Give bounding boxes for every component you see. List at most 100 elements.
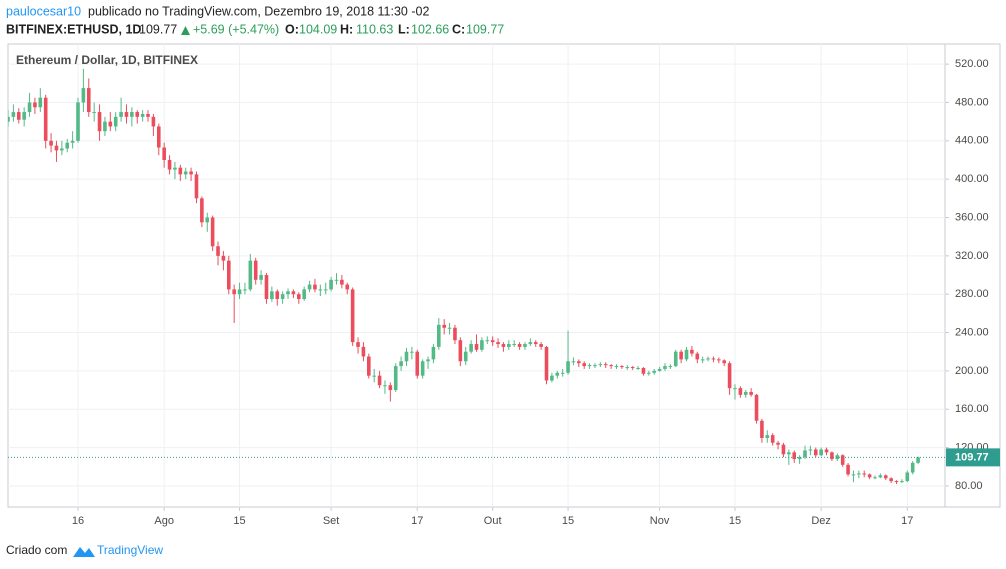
candle-body (442, 324, 446, 328)
high-label: H: (340, 22, 353, 36)
candle-body (377, 375, 382, 386)
x-tick-label: Out (484, 515, 502, 527)
candle-body (733, 388, 737, 390)
candle-body (743, 391, 748, 395)
candle-body (792, 452, 797, 460)
candle-body (22, 112, 26, 120)
candle-body (205, 217, 210, 223)
candle-body (81, 88, 86, 103)
candle-body (119, 112, 123, 117)
candle-body (388, 385, 393, 391)
candle-body (512, 344, 516, 346)
candle-body (140, 113, 145, 117)
candle-body (383, 385, 387, 387)
candle-body (598, 364, 603, 366)
candle-body (900, 481, 904, 483)
candle-body (113, 116, 118, 127)
x-tick-label: 17 (411, 515, 423, 527)
candle-body (334, 279, 339, 281)
candle-body (603, 364, 608, 366)
candle-body (577, 361, 581, 364)
candle-body (302, 289, 306, 299)
candle-body (700, 359, 705, 361)
candle-body (765, 435, 770, 438)
candle-body (550, 375, 554, 381)
candle-body (410, 351, 414, 353)
candle-body (200, 198, 204, 223)
x-tick-label: 15 (562, 515, 574, 527)
candle-body (108, 121, 113, 127)
candle-body (727, 363, 732, 389)
open-label: O: (285, 22, 299, 36)
candle-body (33, 102, 37, 108)
candle-body (695, 353, 700, 360)
chart-legend: Ethereum / Dollar, 1D, BITFINEX (16, 53, 198, 67)
candle-body (318, 289, 323, 291)
y-tick-label: 320.00 (955, 250, 989, 262)
symbol: BITFINEX:ETHUSD, 1D (6, 22, 141, 36)
candle-body (399, 361, 403, 367)
y-tick-label: 240.00 (955, 326, 989, 338)
candle-body (614, 366, 619, 368)
candle-body (130, 112, 134, 117)
y-tick-label: 200.00 (955, 365, 989, 377)
up-arrow (181, 26, 190, 35)
x-tick-label: Ago (154, 515, 174, 527)
candle-body (27, 102, 32, 113)
candle-body (690, 349, 694, 354)
candle-body (146, 113, 150, 117)
candle-body (571, 361, 576, 363)
candle-body (528, 342, 533, 345)
candle-body (286, 291, 290, 295)
candle-body (216, 246, 220, 256)
candle-body (372, 375, 376, 377)
author-link[interactable]: paulocesar10 (6, 4, 81, 18)
candle-body (420, 361, 425, 376)
candle-body (560, 372, 565, 374)
y-tick-label: 400.00 (955, 173, 989, 185)
candle-body (313, 284, 317, 290)
candle-body (889, 478, 893, 482)
candle-body (16, 112, 21, 120)
candle-body (162, 147, 166, 160)
x-tick-label: 15 (233, 515, 245, 527)
y-tick-label: 280.00 (955, 288, 989, 300)
candle-body (878, 475, 883, 478)
candle-body (835, 455, 840, 460)
candle-body (916, 457, 920, 463)
candle-body (156, 126, 161, 148)
candle-body (851, 474, 856, 476)
candle-body (867, 474, 872, 478)
candle-body (668, 366, 673, 368)
candle-body (49, 140, 53, 146)
candle-body (620, 366, 624, 368)
candle-body (393, 366, 398, 391)
candle-body (582, 363, 587, 367)
candle-body (533, 342, 538, 345)
candle-body (194, 174, 199, 199)
candle-body (463, 351, 468, 362)
candle-body (673, 351, 678, 367)
candle-body (738, 388, 743, 395)
candle-body (210, 217, 215, 247)
frame (7, 43, 1001, 508)
candle-body (684, 349, 689, 360)
candle-body (507, 344, 511, 347)
tradingview-logo[interactable]: TradingView (73, 543, 163, 557)
candle-body (253, 260, 258, 280)
candle-body (431, 346, 436, 360)
candle-body (183, 171, 188, 175)
candle-body (38, 97, 43, 108)
candle-body (167, 159, 172, 170)
candle-body (587, 365, 592, 367)
candle-body (636, 368, 640, 370)
candle-body (275, 291, 280, 299)
candle-body (883, 475, 888, 479)
candle-body (103, 121, 107, 132)
candle-body (754, 394, 759, 421)
candle-body (11, 112, 16, 117)
candle-body (437, 324, 441, 347)
candle-body (270, 291, 274, 299)
candle-body (178, 167, 183, 175)
x-tick-label: Set (323, 515, 340, 527)
